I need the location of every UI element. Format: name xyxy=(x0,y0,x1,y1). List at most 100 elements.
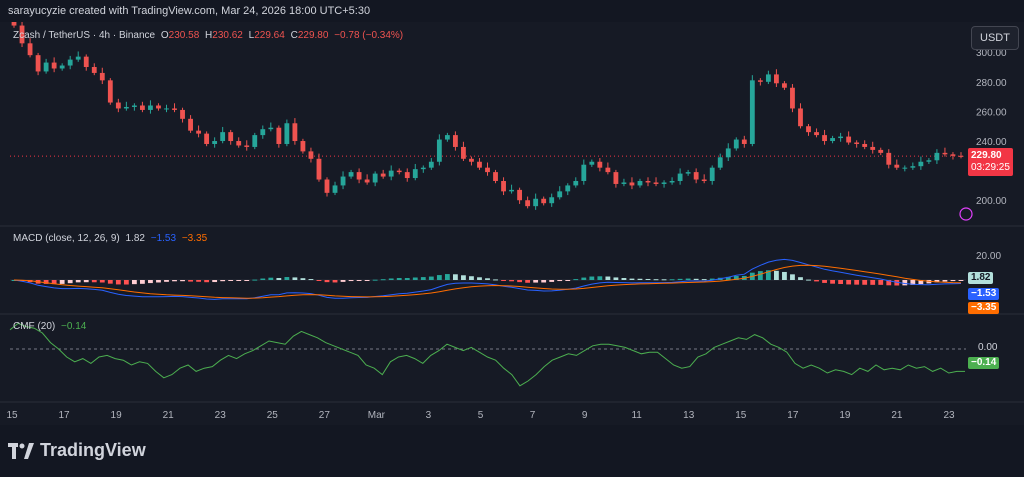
candle xyxy=(115,102,121,109)
candle xyxy=(549,197,555,204)
candle xyxy=(814,132,819,136)
candle xyxy=(846,136,852,143)
candle xyxy=(637,180,643,186)
macd-histogram-bar xyxy=(228,280,234,281)
macd-histogram-bar xyxy=(958,280,964,281)
macd-histogram-bar xyxy=(180,280,185,282)
macd-histogram-bar xyxy=(59,280,65,284)
candle xyxy=(926,160,932,162)
candle xyxy=(91,67,97,73)
time-axis-label: 3 xyxy=(426,410,432,421)
candle xyxy=(573,180,579,186)
macd-histogram-bar xyxy=(380,279,386,281)
macd-histogram-bar xyxy=(934,280,940,283)
candle xyxy=(709,167,715,181)
macd-histogram-bar xyxy=(822,280,827,283)
time-axis-label: 15 xyxy=(6,410,18,421)
macd-histogram-bar xyxy=(509,280,514,282)
macd-histogram-bar xyxy=(645,278,651,280)
candle xyxy=(525,200,531,207)
chart-canvas[interactable]: 200.00220.00240.00260.00280.00300.0020.0… xyxy=(0,22,1024,425)
candle xyxy=(589,161,595,165)
macd-histogram-bar xyxy=(814,280,819,282)
top-bar: sarayucyzie created with TradingView.com… xyxy=(0,0,1024,22)
candle xyxy=(533,198,539,207)
candle xyxy=(228,132,234,142)
candle xyxy=(244,145,250,147)
last-price: 229.80 xyxy=(971,150,1002,161)
macd-line xyxy=(13,258,962,300)
macd-histogram-bar xyxy=(244,280,250,281)
time-axis-label: 21 xyxy=(163,410,175,421)
macd-histogram-bar xyxy=(308,279,314,281)
macd-histogram-bar xyxy=(589,276,595,280)
macd-histogram-bar xyxy=(372,279,378,281)
bar-countdown: 03:29:25 xyxy=(971,162,1010,173)
candle xyxy=(404,172,410,179)
macd-histogram-bar xyxy=(774,270,779,280)
candle xyxy=(276,127,282,144)
macd-histogram-bar xyxy=(220,280,226,282)
candle xyxy=(910,166,916,168)
candle xyxy=(581,164,587,181)
candle xyxy=(557,191,563,198)
candle xyxy=(485,167,490,173)
candle xyxy=(477,161,482,168)
candle xyxy=(765,74,771,82)
macd-histogram-bar xyxy=(613,277,619,280)
candle xyxy=(372,173,378,183)
macd-signal-tag: −3.35 xyxy=(968,302,1000,314)
change-value: −0.78 (−0.34%) xyxy=(334,30,404,41)
macd-histogram-bar xyxy=(902,280,908,286)
candle xyxy=(621,182,627,184)
candle xyxy=(83,56,89,68)
macd-histogram-bar xyxy=(131,280,137,285)
macd-histogram-bar xyxy=(444,274,450,280)
macd-histogram-bar xyxy=(573,279,579,281)
macd-histogram-bar xyxy=(188,280,193,282)
candle xyxy=(693,172,699,180)
candle xyxy=(918,161,924,167)
macd-histogram-bar xyxy=(236,280,242,281)
candle xyxy=(284,123,290,144)
macd-histogram-bar xyxy=(757,271,763,280)
time-axis-label: 15 xyxy=(735,410,747,421)
candle xyxy=(332,185,338,193)
chart-panel xyxy=(0,22,1024,425)
candle xyxy=(749,80,755,144)
candle xyxy=(172,108,177,110)
candle xyxy=(493,172,498,181)
macd-histogram-bar xyxy=(348,280,354,282)
candle xyxy=(380,173,386,177)
macd-histogram-bar xyxy=(637,278,643,280)
footer xyxy=(0,425,1024,477)
candle xyxy=(123,106,129,109)
candle xyxy=(661,182,667,184)
candle xyxy=(252,135,258,147)
candle xyxy=(131,105,137,107)
time-axis-label: 5 xyxy=(478,410,484,421)
macd-histogram-bar xyxy=(493,279,498,281)
macd-hist-tag: 1.82 xyxy=(968,272,994,284)
low-label: L xyxy=(248,30,255,41)
macd-histogram-bar xyxy=(452,274,458,280)
macd-histogram-bar xyxy=(324,280,330,283)
price-tick-label: 300.00 xyxy=(976,48,1007,59)
price-tick-label: 240.00 xyxy=(976,137,1007,148)
macd-histogram-bar xyxy=(565,280,571,281)
currency-button[interactable]: USDT xyxy=(971,26,1019,50)
macd-signal-value: −3.35 xyxy=(181,233,208,244)
macd-histogram-bar xyxy=(469,276,474,280)
candle xyxy=(741,139,747,144)
macd-histogram-bar xyxy=(83,280,89,283)
candle xyxy=(902,167,908,169)
candle xyxy=(934,152,940,161)
macd-histogram-bar xyxy=(581,277,587,280)
macd-hist-value: 1.82 xyxy=(125,233,145,244)
macd-histogram-bar xyxy=(693,278,699,280)
candle xyxy=(196,130,201,134)
macd-histogram-bar xyxy=(782,271,787,280)
candle xyxy=(854,142,860,144)
macd-histogram-bar xyxy=(436,275,442,280)
signal-line xyxy=(13,264,962,299)
